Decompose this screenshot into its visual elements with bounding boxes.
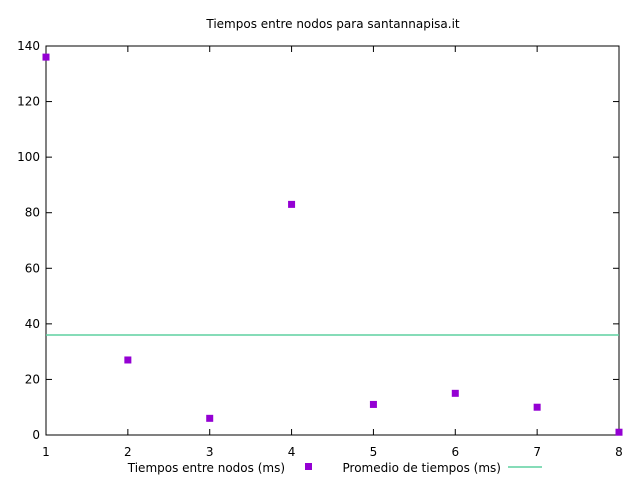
plot-area: 0 20 40 60 80 100 120 140 1 2 3 4 5 6 7 8: [17, 39, 623, 459]
x-tick-label: 4: [288, 445, 296, 459]
plot-frame: [45, 45, 620, 436]
x-tick-label: 1: [42, 445, 50, 459]
y-tick-label: 120: [17, 95, 40, 109]
y-tick-label: 40: [25, 317, 40, 331]
x-tick-label: 8: [615, 445, 623, 459]
data-point: [288, 200, 296, 208]
data-point: [369, 400, 377, 408]
y-tick-label: 20: [25, 372, 40, 386]
x-tick-label: 5: [370, 445, 378, 459]
y-tick-label: 100: [17, 150, 40, 164]
x-axis: 1 2 3 4 5 6 7 8: [42, 46, 623, 459]
x-tick-label: 7: [533, 445, 541, 459]
data-point: [451, 389, 459, 397]
x-tick-label: 6: [451, 445, 459, 459]
data-point: [533, 403, 541, 411]
y-tick-label: 0: [32, 428, 40, 442]
chart-title: Tiempos entre nodos para santannapisa.it: [205, 17, 460, 31]
x-tick-label: 2: [124, 445, 132, 459]
series-layer: [42, 53, 623, 436]
data-point: [124, 356, 132, 364]
legend-item-average: Promedio de tiempos (ms): [343, 461, 542, 475]
legend: Tiempos entre nodos (ms) Promedio de tie…: [127, 461, 542, 475]
legend-label-scatter: Tiempos entre nodos (ms): [127, 461, 285, 475]
y-tick-label: 60: [25, 261, 40, 275]
data-point: [206, 414, 214, 422]
y-tick-label: 80: [25, 206, 40, 220]
legend-swatch-scatter: [305, 463, 312, 470]
data-point: [615, 428, 623, 436]
y-tick-label: 140: [17, 39, 40, 53]
legend-item-scatter: Tiempos entre nodos (ms): [127, 461, 312, 475]
y-axis: 0 20 40 60 80 100 120 140: [17, 39, 619, 442]
legend-label-average: Promedio de tiempos (ms): [343, 461, 501, 475]
data-point: [42, 53, 50, 61]
x-tick-label: 3: [206, 445, 214, 459]
